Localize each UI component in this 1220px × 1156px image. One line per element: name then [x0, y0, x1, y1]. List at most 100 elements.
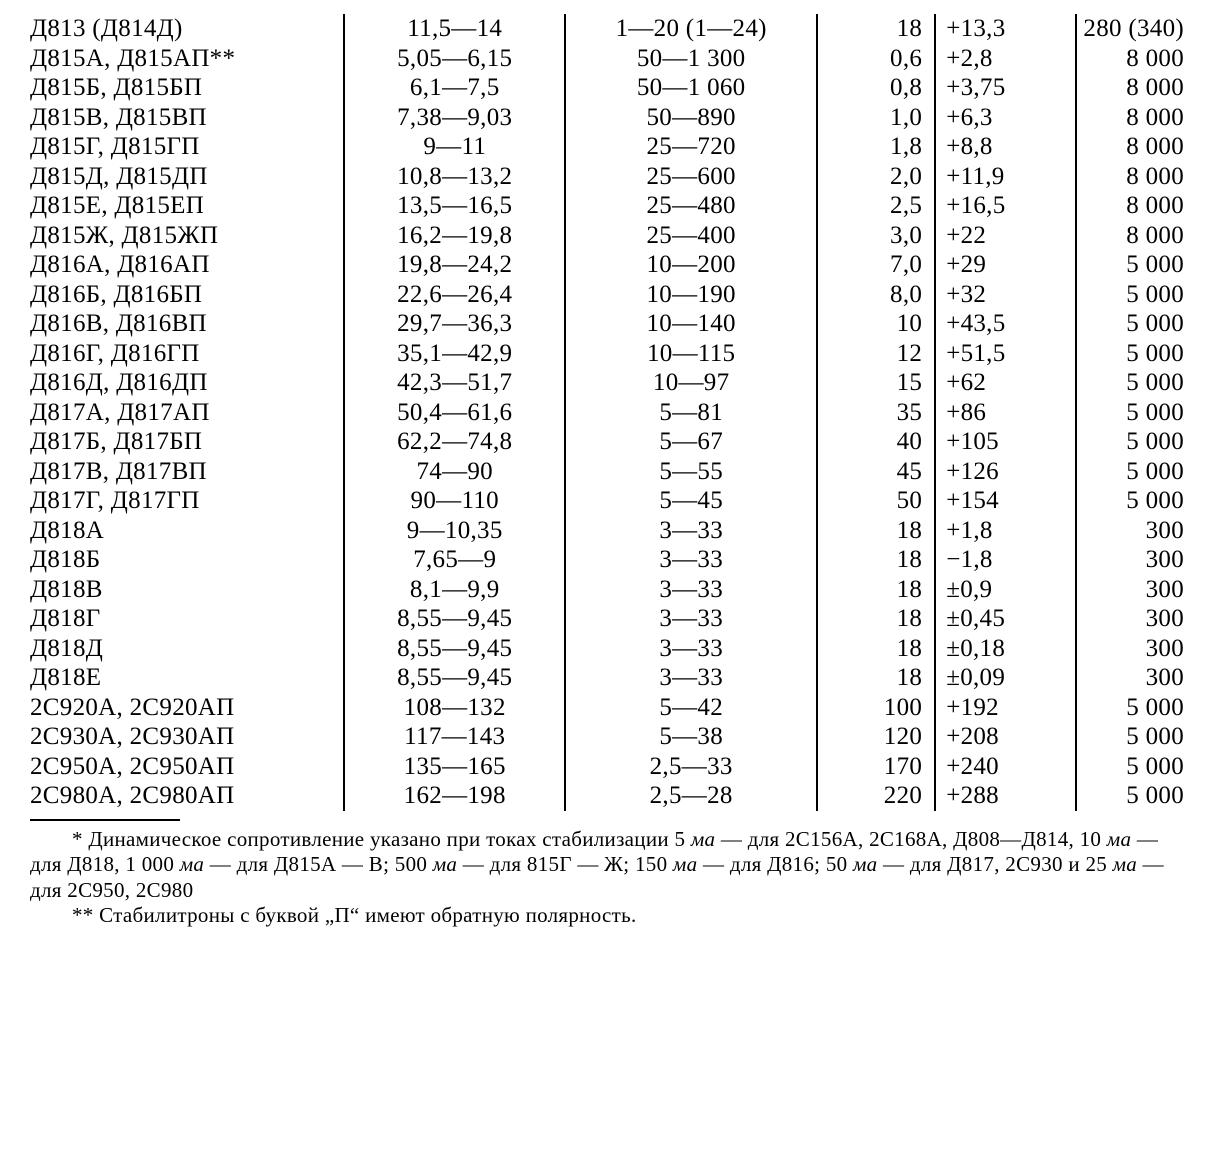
table-cell: 5 000 — [1076, 781, 1190, 811]
table-cell: 7,38—9,03 — [344, 103, 565, 133]
table-cell: ±0,45 — [935, 604, 1076, 634]
table-row: 2С950А, 2С950АП135—1652,5—33170+2405 000 — [30, 752, 1190, 782]
table-cell: 25—480 — [565, 191, 817, 221]
table-row: Д815Е, Д815ЕП13,5—16,525—4802,5+16,58 00… — [30, 191, 1190, 221]
table-cell: 300 — [1076, 516, 1190, 546]
table-cell: 300 — [1076, 663, 1190, 693]
table-cell: 2С920А, 2С920АП — [30, 693, 344, 723]
table-cell: 10 — [817, 309, 935, 339]
table-row: Д817Г, Д817ГП90—1105—4550+1545 000 — [30, 486, 1190, 516]
table-cell: +86 — [935, 398, 1076, 428]
table-row: Д816А, Д816АП19,8—24,210—2007,0+295 000 — [30, 250, 1190, 280]
footnotes: * Динамическое сопротивление указано при… — [30, 827, 1190, 929]
table-cell: +208 — [935, 722, 1076, 752]
table-cell: 3,0 — [817, 221, 935, 251]
table-cell: 5—42 — [565, 693, 817, 723]
table-cell: 300 — [1076, 545, 1190, 575]
table-cell: Д815Б, Д815БП — [30, 73, 344, 103]
table-cell: Д816Г, Д816ГП — [30, 339, 344, 369]
table-cell: 0,8 — [817, 73, 935, 103]
table-cell: 5 000 — [1076, 398, 1190, 428]
table-cell: Д818Д — [30, 634, 344, 664]
table-cell: 2С930А, 2С930АП — [30, 722, 344, 752]
table-cell: 5 000 — [1076, 457, 1190, 487]
table-cell: 8 000 — [1076, 44, 1190, 74]
table-cell: 50—1 060 — [565, 73, 817, 103]
table-cell: 42,3—51,7 — [344, 368, 565, 398]
table-cell: Д817В, Д817ВП — [30, 457, 344, 487]
table-row: Д818А9—10,353—3318+1,8300 — [30, 516, 1190, 546]
table-cell: 35,1—42,9 — [344, 339, 565, 369]
table-cell: 7,0 — [817, 250, 935, 280]
table-cell: Д815Г, Д815ГП — [30, 132, 344, 162]
table-cell: 11,5—14 — [344, 14, 565, 44]
table-cell: +22 — [935, 221, 1076, 251]
table-cell: +154 — [935, 486, 1076, 516]
table-cell: Д818Г — [30, 604, 344, 634]
table-row: Д817А, Д817АП50,4—61,65—8135+865 000 — [30, 398, 1190, 428]
table-cell: 8 000 — [1076, 103, 1190, 133]
table-cell: Д815Е, Д815ЕП — [30, 191, 344, 221]
table-cell: +288 — [935, 781, 1076, 811]
table-cell: +126 — [935, 457, 1076, 487]
table-cell: 3—33 — [565, 575, 817, 605]
table-cell: Д818В — [30, 575, 344, 605]
table-cell: 2С950А, 2С950АП — [30, 752, 344, 782]
table-cell: 170 — [817, 752, 935, 782]
table-cell: +105 — [935, 427, 1076, 457]
table-cell: Д817Г, Д817ГП — [30, 486, 344, 516]
table-row: Д815В, Д815ВП7,38—9,0350—8901,0+6,38 000 — [30, 103, 1190, 133]
table-cell: +8,8 — [935, 132, 1076, 162]
table-row: Д816Д, Д816ДП42,3—51,710—9715+625 000 — [30, 368, 1190, 398]
table-cell: 5—55 — [565, 457, 817, 487]
table-cell: 3—33 — [565, 663, 817, 693]
table-cell: 10—97 — [565, 368, 817, 398]
table-cell: 18 — [817, 575, 935, 605]
table-cell: Д813 (Д814Д) — [30, 14, 344, 44]
table-cell: +192 — [935, 693, 1076, 723]
table-cell: 5 000 — [1076, 752, 1190, 782]
table-cell: +3,75 — [935, 73, 1076, 103]
table-row: Д815Г, Д815ГП9—1125—7201,8+8,88 000 — [30, 132, 1190, 162]
table-cell: +2,8 — [935, 44, 1076, 74]
table-row: Д818Д8,55—9,453—3318±0,18300 — [30, 634, 1190, 664]
table-cell: 2С980А, 2С980АП — [30, 781, 344, 811]
table-cell: ±0,09 — [935, 663, 1076, 693]
table-cell: 8,1—9,9 — [344, 575, 565, 605]
table-cell: 5 000 — [1076, 427, 1190, 457]
table-cell: 2,5 — [817, 191, 935, 221]
footnote-rule — [30, 819, 180, 821]
table-cell: +51,5 — [935, 339, 1076, 369]
table-cell: 5 000 — [1076, 486, 1190, 516]
table-cell: 2,5—28 — [565, 781, 817, 811]
table-cell: 90—110 — [344, 486, 565, 516]
table-cell: 25—400 — [565, 221, 817, 251]
table-cell: 5 000 — [1076, 693, 1190, 723]
table-cell: 5 000 — [1076, 722, 1190, 752]
table-row: Д815А, Д815АП**5,05—6,1550—1 3000,6+2,88… — [30, 44, 1190, 74]
table-cell: Д815Ж, Д815ЖП — [30, 221, 344, 251]
footnote-1: * Динамическое сопротивление указано при… — [30, 827, 1190, 904]
table-cell: Д815В, Д815ВП — [30, 103, 344, 133]
table-row: Д818Е8,55—9,453—3318±0,09300 — [30, 663, 1190, 693]
table-cell: 22,6—26,4 — [344, 280, 565, 310]
table-cell: +1,8 — [935, 516, 1076, 546]
table-cell: Д816А, Д816АП — [30, 250, 344, 280]
table-cell: 117—143 — [344, 722, 565, 752]
table-cell: 5—81 — [565, 398, 817, 428]
table-cell: 25—600 — [565, 162, 817, 192]
table-cell: 108—132 — [344, 693, 565, 723]
table-cell: ±0,18 — [935, 634, 1076, 664]
table-cell: +16,5 — [935, 191, 1076, 221]
table-cell: Д818Б — [30, 545, 344, 575]
table-cell: 25—720 — [565, 132, 817, 162]
table-cell: Д817А, Д817АП — [30, 398, 344, 428]
table-cell: 8,55—9,45 — [344, 663, 565, 693]
table-cell: 5—38 — [565, 722, 817, 752]
table-cell: 1,0 — [817, 103, 935, 133]
table-cell: 5—67 — [565, 427, 817, 457]
table-row: Д818Б7,65—93—3318−1,8300 — [30, 545, 1190, 575]
table-cell: 5 000 — [1076, 280, 1190, 310]
table-cell: Д818А — [30, 516, 344, 546]
table-cell: Д815А, Д815АП** — [30, 44, 344, 74]
